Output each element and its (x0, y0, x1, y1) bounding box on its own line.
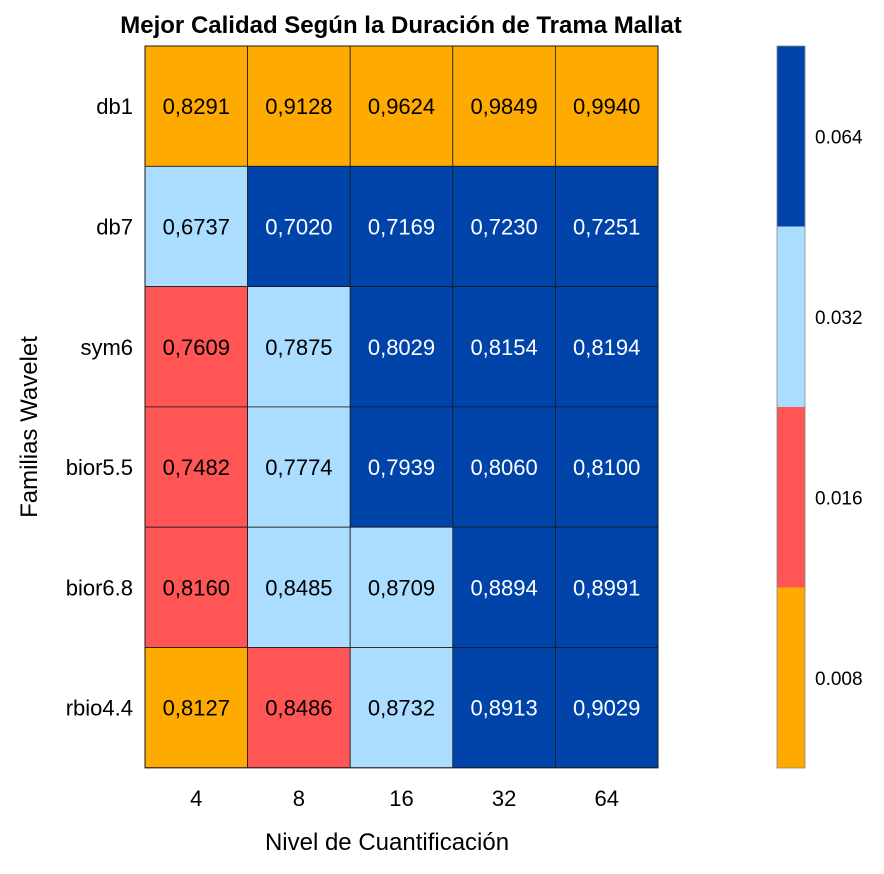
heatmap-cell (349, 647, 454, 769)
cell-value-label: 0,8486 (265, 696, 332, 721)
cell-value-label: 0,8991 (573, 575, 640, 600)
heatmap-cell (555, 165, 659, 288)
x-axis-label: Nivel de Cuantificación (265, 829, 509, 856)
heatmap-cell (144, 526, 248, 648)
chart-title: Mejor Calidad Según la Duración de Trama… (120, 12, 681, 39)
y-tick-label: bior5.5 (66, 455, 133, 480)
cell-value-label: 0,8913 (470, 696, 537, 721)
colorbar-tick-label: 0.016 (815, 488, 863, 509)
heatmap-cell (247, 647, 351, 769)
heatmap-cell (349, 286, 454, 408)
cell-value-label: 0,8029 (368, 335, 435, 360)
heatmap-cell (452, 647, 556, 769)
heatmap-cell (247, 526, 351, 648)
heatmap-cell (144, 45, 248, 167)
y-tick-label: rbio4.4 (66, 696, 133, 721)
colorbar-frame (776, 45, 806, 769)
cell-value-label: 0,8894 (470, 575, 537, 600)
colorbar-segment (777, 587, 805, 768)
cell-value-label: 0,6737 (163, 214, 230, 239)
cell-value-label: 0,7774 (265, 455, 332, 480)
heatmap-cell (555, 406, 659, 528)
x-tick-labels: 4 8 16 32 64 (190, 786, 619, 811)
y-tick-labels: db1 db7 sym6 bior5.5 bior6.8 rbio4.4 (66, 94, 133, 721)
colorbar-segment (777, 226, 805, 407)
colorbar-segment (777, 407, 805, 588)
heatmap-cell (555, 45, 659, 167)
heatmap-cell (555, 526, 659, 648)
cell-value-label: 0,8160 (163, 575, 230, 600)
cell-value-label: 0,8127 (163, 696, 230, 721)
y-axis-label: Familias Wavelet (16, 336, 43, 518)
heatmap-cell (349, 526, 454, 648)
heatmap-cell (452, 286, 556, 408)
x-tick-label: 64 (594, 786, 618, 811)
cell-value-label: 0,8060 (470, 455, 537, 480)
y-tick-label: db1 (96, 94, 133, 119)
colorbar: 0.008 0.016 0.032 0.064 (776, 45, 863, 769)
heatmap-cells: 0,8291 0,9128 0,9624 0,9849 0,9940 0,6737 0,70… (144, 45, 659, 769)
colorbar-tick-label: 0.008 (815, 669, 863, 690)
y-tick-label: db7 (96, 214, 133, 239)
cell-value-label: 0,8485 (265, 575, 332, 600)
heatmap-cell (555, 286, 659, 408)
plot-frame (144, 45, 659, 769)
x-tick-label: 32 (492, 786, 516, 811)
heatmap-cell (247, 406, 351, 528)
cell-value-label: 0,8154 (470, 335, 537, 360)
heatmap-cell (247, 286, 351, 408)
cell-value-label: 0,8100 (573, 455, 640, 480)
cell-value-label: 0,9624 (368, 94, 435, 119)
cell-value-label: 0,8291 (163, 94, 230, 119)
cell-value-label: 0,9849 (470, 94, 537, 119)
cell-value-label: 0,9128 (265, 94, 332, 119)
heatmap-cell (452, 45, 556, 167)
x-tick-label: 8 (293, 786, 305, 811)
cell-value-label: 0,7609 (163, 335, 230, 360)
cell-value-label: 0,8732 (368, 696, 435, 721)
cell-value-label: 0,7020 (265, 214, 332, 239)
cell-value-label: 0,8709 (368, 575, 435, 600)
colorbar-tick-label: 0.064 (815, 127, 863, 148)
y-tick-label: sym6 (80, 335, 133, 360)
cell-value-label: 0,7482 (163, 455, 230, 480)
cell-value-label: 0,9940 (573, 94, 640, 119)
heatmap-cell (144, 165, 248, 288)
x-tick-label: 4 (190, 786, 202, 811)
cell-value-label: 0,7939 (368, 455, 435, 480)
cell-value-label: 0,9029 (573, 696, 640, 721)
cell-value-label: 0,7251 (573, 214, 640, 239)
colorbar-segment (777, 46, 805, 227)
heatmap-cell (349, 165, 454, 288)
cell-value-label: 0,7875 (265, 335, 332, 360)
cell-value-label: 0,7169 (368, 214, 435, 239)
colorbar-tick-label: 0.032 (815, 308, 863, 329)
x-tick-label: 16 (389, 786, 413, 811)
y-tick-label: bior6.8 (66, 575, 133, 600)
heatmap-cell (349, 406, 454, 528)
cell-value-label: 0,8194 (573, 335, 640, 360)
heatmap-cell (247, 45, 351, 167)
cell-value-label: 0,7230 (470, 214, 537, 239)
heatmap-cell (452, 406, 556, 528)
